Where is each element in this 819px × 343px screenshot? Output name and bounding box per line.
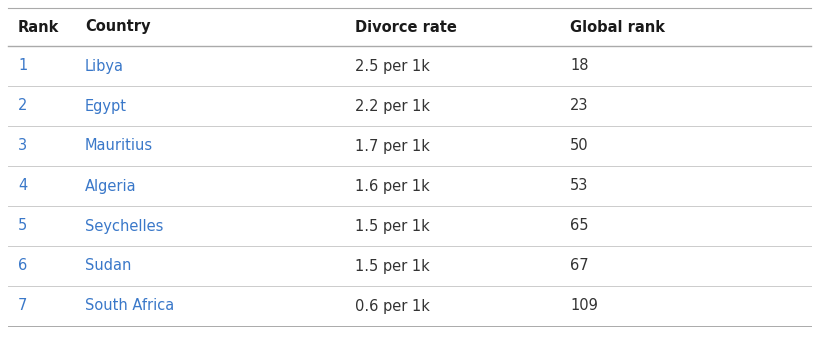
Text: Divorce rate: Divorce rate	[355, 20, 457, 35]
Text: 50: 50	[570, 139, 589, 154]
Text: 1.7 per 1k: 1.7 per 1k	[355, 139, 430, 154]
Text: 23: 23	[570, 98, 589, 114]
Text: 0.6 per 1k: 0.6 per 1k	[355, 298, 430, 314]
Text: Seychelles: Seychelles	[85, 218, 163, 234]
Text: Mauritius: Mauritius	[85, 139, 153, 154]
Text: 4: 4	[18, 178, 27, 193]
Text: Rank: Rank	[18, 20, 59, 35]
Text: 1: 1	[18, 59, 27, 73]
Text: 67: 67	[570, 259, 589, 273]
Text: 3: 3	[18, 139, 27, 154]
Text: Libya: Libya	[85, 59, 124, 73]
Text: 109: 109	[570, 298, 598, 314]
Text: 65: 65	[570, 218, 589, 234]
Text: 53: 53	[570, 178, 588, 193]
Text: Global rank: Global rank	[570, 20, 665, 35]
Text: Sudan: Sudan	[85, 259, 131, 273]
Text: Algeria: Algeria	[85, 178, 137, 193]
Text: Country: Country	[85, 20, 151, 35]
Text: 5: 5	[18, 218, 27, 234]
Text: 6: 6	[18, 259, 27, 273]
Text: 1.5 per 1k: 1.5 per 1k	[355, 218, 430, 234]
Text: 1.6 per 1k: 1.6 per 1k	[355, 178, 430, 193]
Text: South Africa: South Africa	[85, 298, 174, 314]
Text: 2.5 per 1k: 2.5 per 1k	[355, 59, 430, 73]
Text: 2: 2	[18, 98, 27, 114]
Text: 2.2 per 1k: 2.2 per 1k	[355, 98, 430, 114]
Text: 1.5 per 1k: 1.5 per 1k	[355, 259, 430, 273]
Text: 18: 18	[570, 59, 589, 73]
Text: Egypt: Egypt	[85, 98, 127, 114]
Text: 7: 7	[18, 298, 27, 314]
